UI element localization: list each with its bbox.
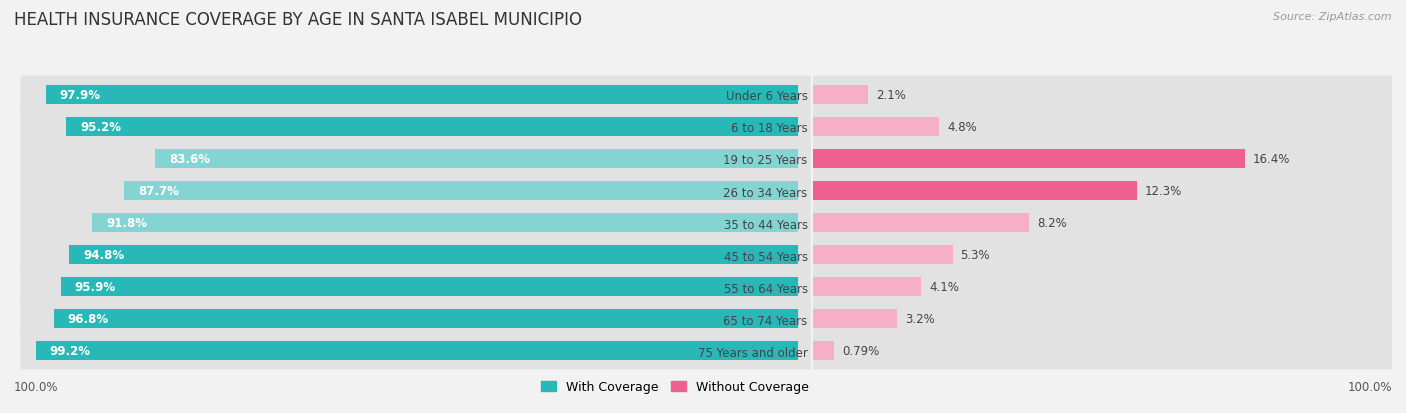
Bar [60,278,797,296]
FancyBboxPatch shape [800,236,1396,274]
Text: 97.9%: 97.9% [59,89,100,102]
Text: 8.2%: 8.2% [1036,216,1067,230]
Text: 0.79%: 0.79% [842,344,879,357]
Bar [53,310,797,328]
Bar [813,118,939,136]
Text: 83.6%: 83.6% [169,152,211,166]
Text: 91.8%: 91.8% [107,216,148,230]
FancyBboxPatch shape [800,172,1396,210]
FancyBboxPatch shape [20,236,811,274]
Bar [35,342,797,360]
Bar [813,150,1244,169]
Bar [156,150,797,169]
Text: 2.1%: 2.1% [876,89,907,102]
Text: 99.2%: 99.2% [49,344,90,357]
FancyBboxPatch shape [20,204,811,242]
Legend: With Coverage, Without Coverage: With Coverage, Without Coverage [536,375,814,399]
Text: Source: ZipAtlas.com: Source: ZipAtlas.com [1274,12,1392,22]
FancyBboxPatch shape [800,268,1396,306]
Bar [813,214,1029,232]
FancyBboxPatch shape [800,204,1396,242]
FancyBboxPatch shape [20,108,811,146]
Text: 12.3%: 12.3% [1144,185,1182,197]
Bar [813,310,897,328]
FancyBboxPatch shape [20,140,811,178]
Bar [813,86,869,104]
FancyBboxPatch shape [800,300,1396,338]
Bar [813,246,953,264]
Bar [69,246,797,264]
Text: 100.0%: 100.0% [14,380,59,393]
Text: HEALTH INSURANCE COVERAGE BY AGE IN SANTA ISABEL MUNICIPIO: HEALTH INSURANCE COVERAGE BY AGE IN SANT… [14,11,582,29]
Text: 96.8%: 96.8% [67,313,110,325]
FancyBboxPatch shape [800,140,1396,178]
Text: 4.8%: 4.8% [948,121,977,133]
Text: 16.4%: 16.4% [1253,152,1289,166]
FancyBboxPatch shape [800,76,1396,114]
Bar [813,182,1137,200]
FancyBboxPatch shape [20,76,811,114]
Text: 94.8%: 94.8% [83,249,124,261]
Text: 5.3%: 5.3% [960,249,990,261]
Bar [813,278,921,296]
FancyBboxPatch shape [20,332,811,370]
Bar [66,118,797,136]
Bar [93,214,797,232]
FancyBboxPatch shape [20,268,811,306]
FancyBboxPatch shape [800,332,1396,370]
Text: 100.0%: 100.0% [1347,380,1392,393]
Bar [124,182,797,200]
Text: 95.9%: 95.9% [75,280,115,294]
FancyBboxPatch shape [20,172,811,210]
Text: 95.2%: 95.2% [80,121,121,133]
FancyBboxPatch shape [20,300,811,338]
Bar [813,342,834,360]
Text: 3.2%: 3.2% [905,313,935,325]
Bar [45,86,797,104]
Text: 4.1%: 4.1% [929,280,959,294]
Text: 87.7%: 87.7% [138,185,179,197]
FancyBboxPatch shape [800,108,1396,146]
